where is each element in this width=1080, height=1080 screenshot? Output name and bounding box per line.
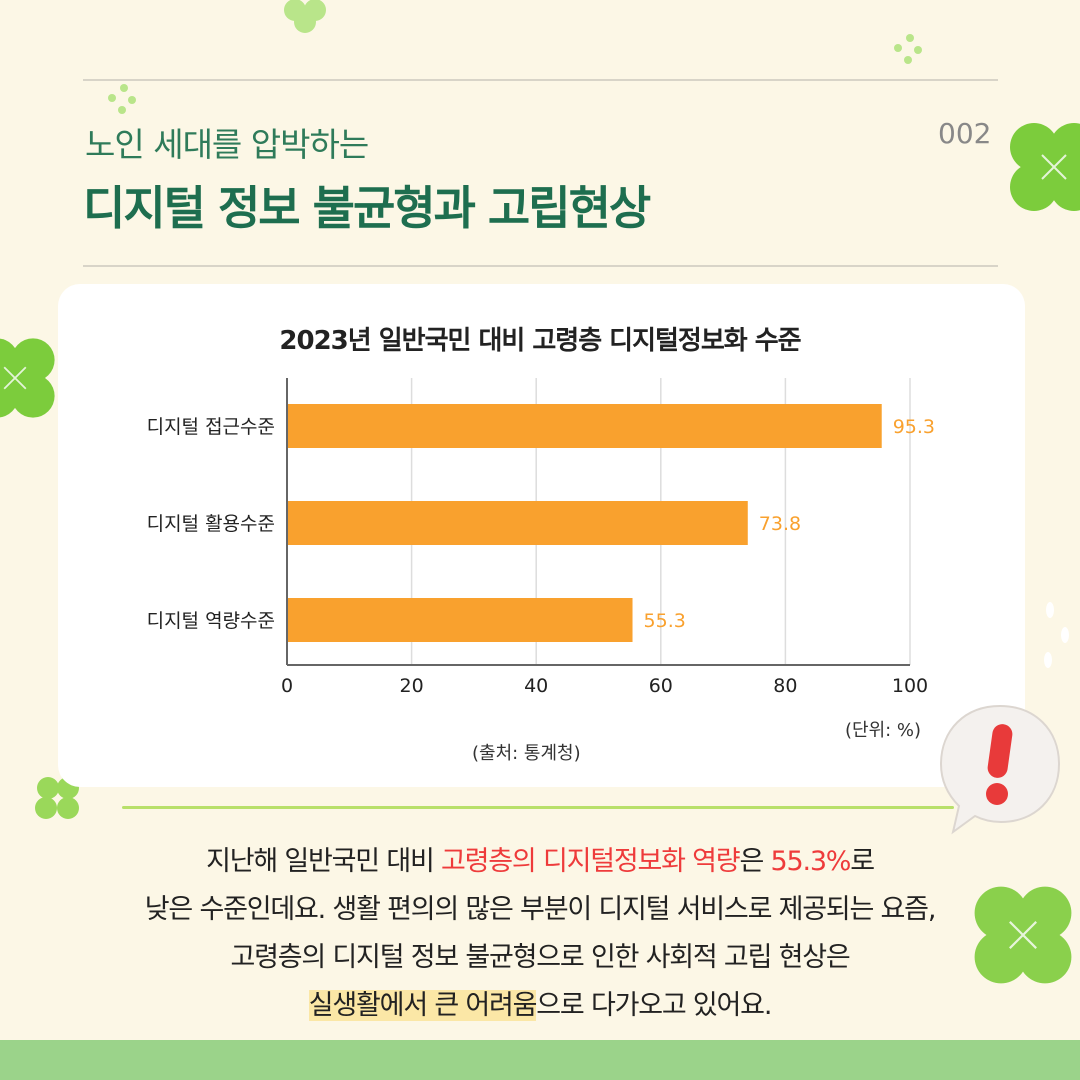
body-text-segment: 으로 다가오고 있어요. <box>536 990 772 1021</box>
bar <box>288 501 748 545</box>
clover-icon <box>1010 123 1080 211</box>
body-line-4: 실생활에서 큰 어려움으로 다가오고 있어요. <box>0 982 1080 1030</box>
body-line-3: 고령층의 디지털 정보 불균형으로 인한 사회적 고립 현상은 <box>230 942 850 973</box>
sparkle-dots-icon <box>894 34 922 64</box>
page-number: 002 <box>938 117 992 150</box>
data-label: 73.8 <box>759 513 801 535</box>
body-text-segment: 로 <box>850 846 875 877</box>
exclamation-bubble-icon <box>939 704 1061 835</box>
x-tick-label: 80 <box>773 675 797 697</box>
data-label: 55.3 <box>644 610 686 632</box>
x-tick-label: 0 <box>281 675 293 697</box>
body-line-2: 낮은 수준인데요. 생활 편의의 많은 부분이 디지털 서비스로 제공되는 요즘… <box>144 894 937 925</box>
page-subtitle: 노인 세대를 압박하는 <box>85 125 369 164</box>
chart-title: 2023년 일반국민 대비 고령층 디지털정보화 수준 <box>279 326 801 356</box>
data-label: 95.3 <box>893 416 935 438</box>
clover-icon <box>284 0 326 33</box>
page-title: 디지털 정보 불균형과 고립현상 <box>83 181 651 235</box>
body-line-1: 지난해 일반국민 대비 고령층의 디지털정보화 역량은 55.3%로 <box>0 838 1080 886</box>
category-label: 디지털 역량수준 <box>147 610 275 632</box>
x-tick-label: 100 <box>892 675 928 697</box>
sparkle-dots-icon <box>108 84 136 114</box>
x-tick-label: 40 <box>524 675 548 697</box>
body-text-segment: 은 <box>739 846 771 877</box>
clover-icon <box>35 777 79 819</box>
x-tick-label: 60 <box>649 675 673 697</box>
divider-line <box>122 806 954 809</box>
header-rule-bottom <box>83 265 998 267</box>
x-tick-label: 20 <box>400 675 424 697</box>
bottom-band <box>0 1040 1080 1080</box>
bar <box>288 598 633 642</box>
bar <box>288 404 882 448</box>
clover-icon <box>974 886 1072 984</box>
sparkle-dots-icon <box>1044 602 1069 668</box>
category-label: 디지털 접근수준 <box>147 416 275 438</box>
body-text-segment: 지난해 일반국민 대비 <box>206 846 441 877</box>
chart-source: (출처: 통계청) <box>472 743 581 764</box>
header-rule-top <box>83 79 998 81</box>
highlight-red-percent: 55.3% <box>770 846 851 877</box>
category-label: 디지털 활용수준 <box>147 513 275 535</box>
highlight-red-text: 고령층의 디지털정보화 역량 <box>441 846 741 877</box>
clover-icon <box>0 338 55 418</box>
body-paragraph: 지난해 일반국민 대비 고령층의 디지털정보화 역량은 55.3%로 낮은 수준… <box>0 838 1080 1030</box>
chart-unit: (단위: %) <box>845 720 922 741</box>
highlight-bg-text: 실생활에서 큰 어려움 <box>308 990 537 1021</box>
